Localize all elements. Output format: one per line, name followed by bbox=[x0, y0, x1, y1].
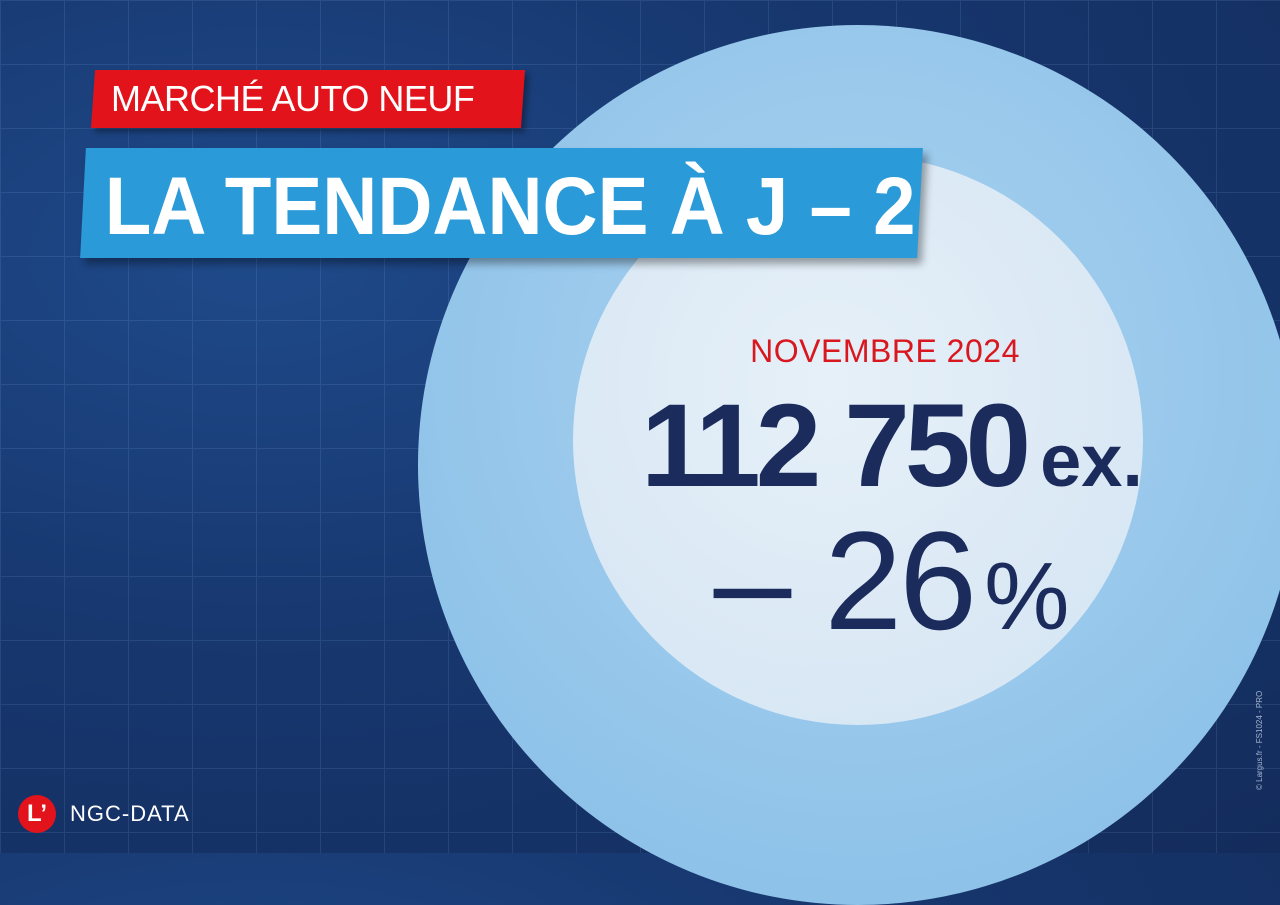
category-label: MARCHÉ AUTO NEUF bbox=[111, 78, 475, 119]
change-value: 26 bbox=[824, 502, 977, 659]
copyright-credit: © Largus.fr - FS1024 - PRO bbox=[1255, 690, 1264, 790]
count-unit: ex. bbox=[1040, 419, 1143, 502]
change-sign: – bbox=[713, 502, 792, 659]
brand-logos: L’ NGC-DATA bbox=[18, 795, 190, 833]
period-label: NOVEMBRE 2024 bbox=[750, 333, 1020, 369]
page-title: LA TENDANCE À J – 2 bbox=[104, 161, 916, 252]
count-value: 112 750 bbox=[641, 380, 1031, 512]
title-banner: LA TENDANCE À J – 2 bbox=[80, 148, 923, 258]
change-percentage: – 26% bbox=[660, 500, 1120, 662]
category-banner: MARCHÉ AUTO NEUF bbox=[90, 70, 526, 128]
change-unit: % bbox=[984, 543, 1069, 650]
registration-count: 112 750 ex. bbox=[632, 378, 1152, 514]
ngc-data-logo: NGC-DATA bbox=[70, 801, 190, 826]
largus-logo: L’ bbox=[18, 795, 56, 833]
